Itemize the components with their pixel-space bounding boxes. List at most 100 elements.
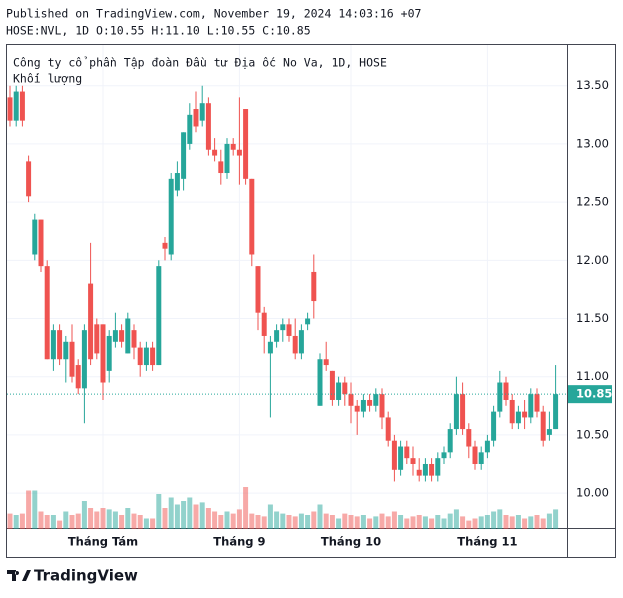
candle-body (69, 341, 75, 377)
candle-body (540, 411, 546, 441)
candle-body (13, 91, 19, 121)
volume-bar (280, 513, 286, 529)
volume-bar (373, 516, 379, 529)
volume-bar (174, 504, 180, 529)
candle-body (255, 266, 261, 313)
candle-body (106, 335, 112, 371)
volume-bar (261, 516, 267, 529)
volume-bar (311, 511, 317, 529)
candle-body (205, 103, 211, 150)
volume-bar (205, 508, 211, 529)
candle-body (354, 405, 360, 412)
candle-body (261, 312, 267, 336)
candle-body (137, 347, 143, 366)
volume-bar (162, 508, 168, 529)
volume-bar (553, 509, 559, 529)
volume-bar (131, 513, 137, 529)
volume-bar (360, 515, 366, 529)
chart-frame (6, 44, 616, 558)
candle-body (7, 97, 13, 121)
volume-bar (57, 520, 63, 529)
volume-bar (379, 513, 385, 529)
candle-body (416, 469, 422, 476)
volume-bar (429, 518, 435, 529)
candle-body (447, 429, 453, 453)
candle-body (162, 242, 168, 249)
volume-bar (150, 518, 156, 529)
candle-body (466, 429, 472, 447)
candle-body (553, 394, 559, 430)
candle-body (249, 178, 255, 255)
candle-body (193, 109, 199, 127)
volume-bar (119, 515, 125, 529)
candle-body (317, 359, 323, 406)
volume-bar (435, 515, 441, 529)
candle-body (404, 446, 410, 459)
candle-body (150, 347, 156, 366)
volume-bar (329, 515, 335, 529)
volume-bar (44, 515, 50, 529)
candle-body (435, 458, 441, 476)
volume-bar (112, 511, 118, 529)
volume-bar (540, 518, 546, 529)
candle-body (472, 446, 478, 464)
candle-body (515, 411, 521, 424)
candle-body (174, 173, 180, 191)
y-tick-label: 10.00 (576, 486, 609, 500)
volume-bar (515, 515, 521, 529)
candle-body (410, 458, 416, 464)
candle-body (212, 149, 218, 156)
volume-bar (26, 490, 32, 529)
candle-body (50, 330, 56, 360)
volume-bar (298, 513, 304, 529)
volume-bar (249, 513, 255, 529)
last-price-label: 10.85 (576, 387, 612, 401)
candle-body (292, 335, 298, 354)
candle-body (342, 382, 348, 395)
y-tick-label: 11.50 (576, 311, 609, 325)
volume-bar (81, 501, 87, 529)
volume-bar (522, 518, 528, 529)
candle-body (298, 330, 304, 354)
candle-body (94, 324, 100, 354)
volume-bar (404, 518, 410, 529)
x-tick-label: Tháng Tám (68, 535, 138, 549)
volume-bar (187, 497, 193, 529)
volume-bar (460, 516, 466, 529)
volume-bar (32, 490, 38, 529)
candle-body (311, 271, 317, 302)
candle-body (224, 143, 230, 174)
candle-body (497, 382, 503, 412)
volume-bar (13, 515, 19, 529)
candle-body (429, 463, 435, 476)
volume-bar (305, 515, 311, 529)
volume-bar (534, 515, 540, 529)
candle-body (131, 330, 137, 348)
y-tick-label: 12.00 (576, 253, 609, 267)
candle-body (19, 91, 25, 121)
volume-bar (38, 511, 44, 529)
volume-bar (385, 516, 391, 529)
logo-mark (7, 570, 31, 581)
volume-bar (497, 509, 503, 529)
candle-body (63, 341, 69, 360)
candle-body (143, 347, 149, 366)
volume-bar (199, 502, 205, 529)
volume-bar (224, 511, 230, 529)
volume-bar (255, 515, 261, 529)
candle-body (32, 219, 38, 255)
candle-body (38, 219, 44, 267)
volume-bar (181, 501, 187, 529)
volume-label: Khối lượng (13, 72, 82, 86)
candle-body (509, 399, 515, 424)
y-tick-label: 10.50 (576, 427, 609, 441)
volume-bar (137, 515, 143, 529)
volume-bar (484, 515, 490, 529)
volume-bar (100, 508, 106, 529)
candle-body (286, 324, 292, 336)
candle-body (112, 330, 118, 342)
candle-body (422, 463, 428, 476)
volume-bar (292, 516, 298, 529)
volume-bar (528, 516, 534, 529)
